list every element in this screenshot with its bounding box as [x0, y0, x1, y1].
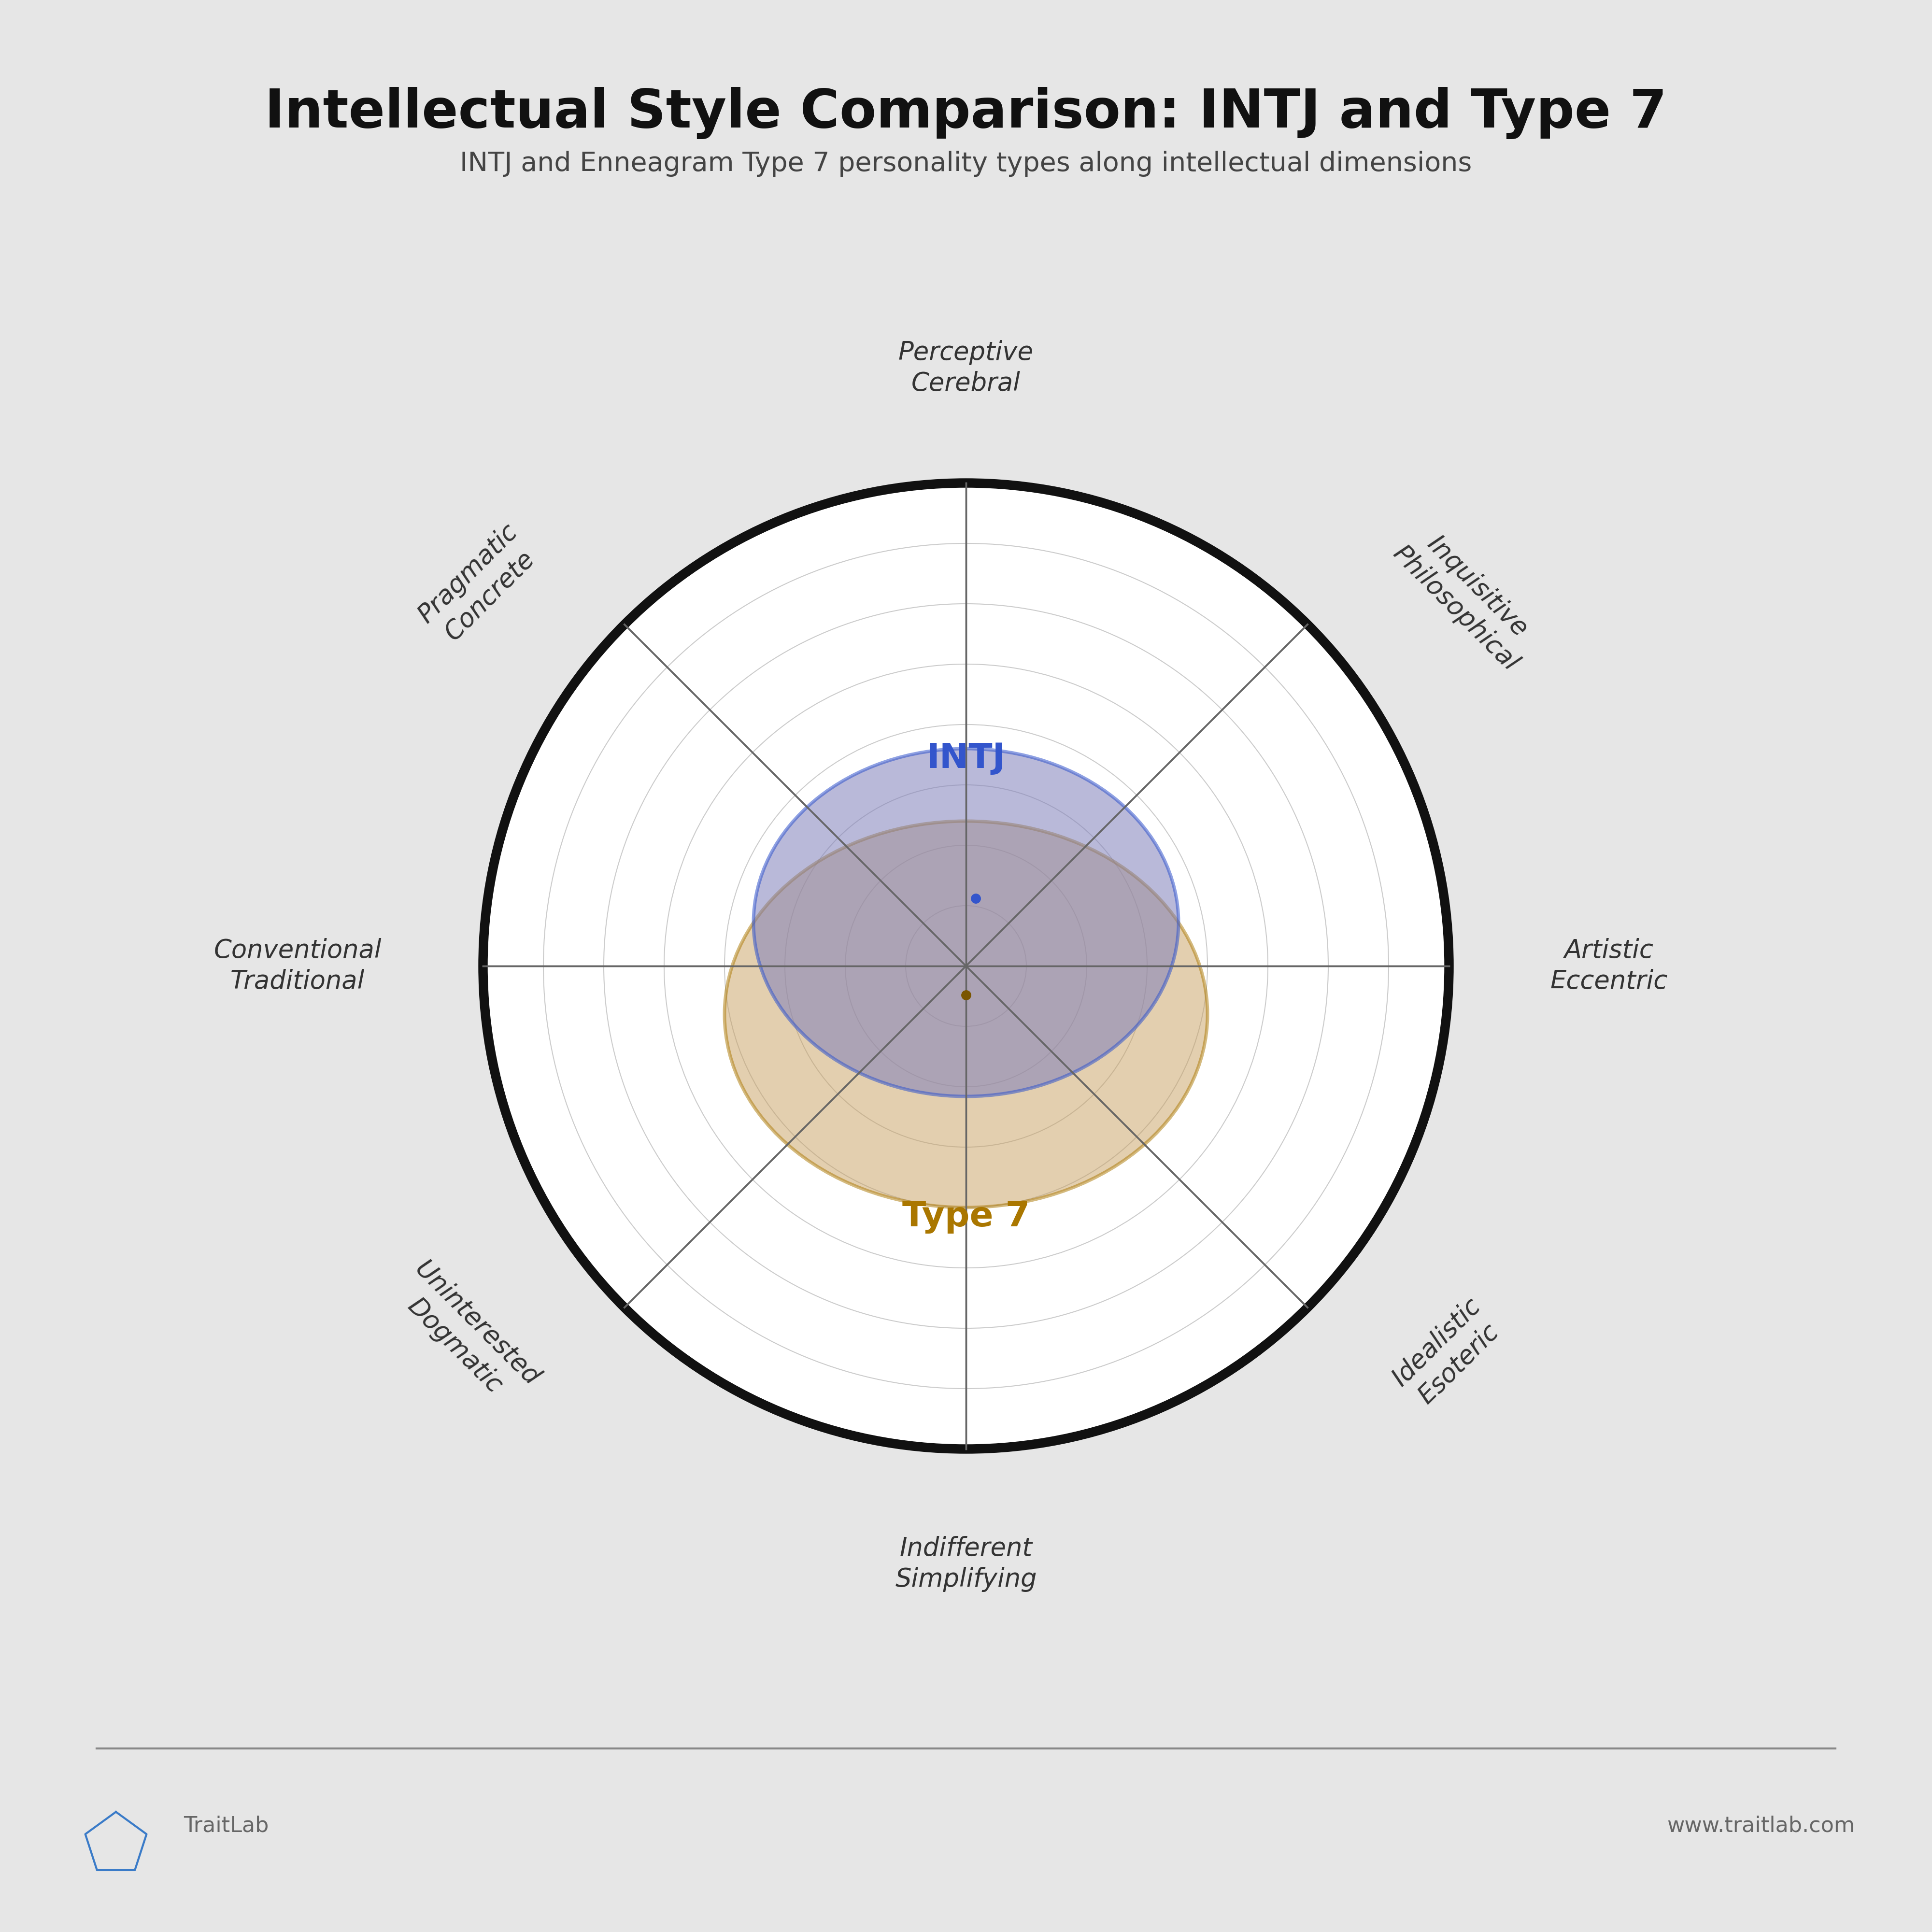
Text: www.traitlab.com: www.traitlab.com — [1667, 1816, 1855, 1835]
Ellipse shape — [753, 748, 1179, 1097]
Text: Intellectual Style Comparison: INTJ and Type 7: Intellectual Style Comparison: INTJ and … — [265, 87, 1667, 139]
Ellipse shape — [724, 821, 1208, 1208]
Text: Type 7: Type 7 — [902, 1200, 1030, 1235]
Text: Artistic
Eccentric: Artistic Eccentric — [1549, 937, 1667, 995]
Text: INTJ: INTJ — [927, 742, 1005, 775]
Text: TraitLab: TraitLab — [184, 1816, 269, 1835]
Text: Conventional
Traditional: Conventional Traditional — [214, 937, 383, 995]
Text: INTJ and Enneagram Type 7 personality types along intellectual dimensions: INTJ and Enneagram Type 7 personality ty… — [460, 151, 1472, 178]
Text: Idealistic
Esoteric: Idealistic Esoteric — [1387, 1293, 1507, 1412]
Text: Perceptive
Cerebral: Perceptive Cerebral — [898, 340, 1034, 396]
Text: Pragmatic
Concrete: Pragmatic Concrete — [413, 520, 545, 649]
Circle shape — [483, 483, 1449, 1449]
Text: Uninterested
Dogmatic: Uninterested Dogmatic — [388, 1256, 545, 1412]
Text: Inquisitive
Philosophical: Inquisitive Philosophical — [1387, 520, 1546, 676]
Text: Indifferent
Simplifying: Indifferent Simplifying — [895, 1536, 1037, 1592]
